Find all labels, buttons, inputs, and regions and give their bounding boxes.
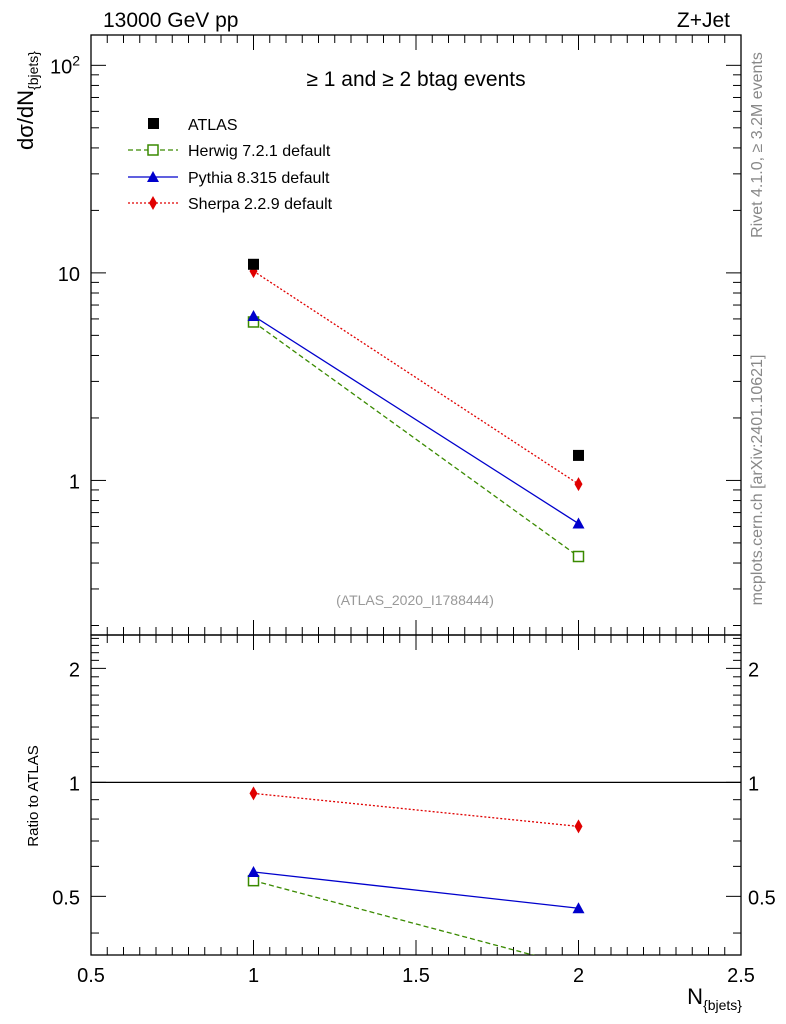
atlas-data-point (248, 258, 259, 270)
ratio-ytick-label-left: 0.5 (52, 887, 80, 909)
main-series-line-1 (253, 315, 579, 525)
ratio-frame (90, 634, 742, 956)
ratio-ytick-label-right: 1 (748, 773, 759, 795)
legend-marker-atlas (148, 118, 159, 129)
source-label: mcplots.cern.ch [arXiv:2401.10621] (749, 355, 766, 606)
ratio-ylabel: Ratio to ATLAS (25, 745, 42, 846)
main-ylabel-main: dσ/dN (13, 90, 38, 150)
ratio-xtick-label: 2.5 (727, 965, 755, 987)
legend-label-herwig: Herwig 7.2.1 default (188, 143, 331, 160)
main-ytick-exp-power: 2 (72, 52, 80, 68)
ratio-panel: Ratio to ATLAS N{bjets} 0.5 1 1.5 2 2.5 0.5 0.… (25, 634, 776, 1013)
main-series-point-1 (247, 309, 260, 321)
ratio-xlabel-sub: {bjets} (703, 997, 742, 1013)
ratio-xlabel-main: N (687, 984, 703, 1009)
ratio-series-line-0 (253, 880, 536, 955)
ratio-ytick-label-right: 2 (748, 659, 759, 681)
atlas-data-point (573, 449, 584, 461)
main-series-point-2 (574, 477, 583, 492)
main-series-point-1 (572, 517, 585, 529)
ratio-series-group (247, 786, 585, 955)
ratio-ytick-label-right: 0.5 (748, 887, 776, 909)
main-ylabel-sub: {bjets} (25, 51, 41, 90)
ratio-xtick-label: 0.5 (77, 965, 105, 987)
main-ytick-label: 1 (69, 471, 80, 493)
main-ytick-exp-base: 10 (50, 56, 72, 78)
ratio-series-point-0 (247, 874, 260, 887)
legend-marker-sherpa (149, 196, 157, 210)
ratio-series-point-1 (572, 902, 585, 914)
main-series-line-0 (253, 321, 579, 558)
ratio-series-point-2 (249, 786, 258, 801)
legend-marker-pythia (147, 171, 159, 182)
main-ytick-label-exp: 102 (50, 52, 80, 78)
legend-label-sherpa: Sherpa 2.2.9 default (188, 196, 333, 213)
ratio-xlabel: N{bjets} (687, 984, 742, 1013)
legend-marker-herwig (147, 144, 159, 156)
ratio-xtick-label: 1.5 (402, 965, 430, 987)
legend-label-pythia: Pythia 8.315 default (188, 170, 330, 187)
process-label: Z+Jet (677, 9, 730, 32)
ratio-series-line-2 (253, 792, 579, 828)
legend: ATLAS Herwig 7.2.1 default Pythia 8.315 … (128, 117, 333, 213)
ratio-xtick-label: 1 (248, 965, 259, 987)
ratio-ytick-label-left: 2 (69, 659, 80, 681)
ratio-series-point-1 (247, 865, 260, 877)
main-ylabel: dσ/dN{bjets} (13, 51, 41, 150)
analysis-watermark: (ATLAS_2020_I1788444) (336, 592, 494, 608)
legend-label-atlas: ATLAS (188, 117, 238, 134)
rivet-label: Rivet 4.1.0, ≥ 3.2M events (749, 52, 766, 238)
ratio-xtick-label: 2 (573, 965, 584, 987)
ratio-series-line-1 (253, 871, 579, 909)
main-series-point-0 (572, 550, 585, 563)
ratio-series-point-2 (574, 819, 583, 834)
energy-label: 13000 GeV pp (103, 9, 238, 32)
main-title: ≥ 1 and ≥ 2 btag events (306, 68, 525, 91)
main-ytick-label: 10 (58, 264, 80, 286)
main-series-line-2 (253, 270, 579, 485)
ratio-ytick-label-left: 1 (69, 773, 80, 795)
main-panel: ≥ 1 and ≥ 2 btag events (ATLAS_2020_I178… (13, 34, 742, 636)
